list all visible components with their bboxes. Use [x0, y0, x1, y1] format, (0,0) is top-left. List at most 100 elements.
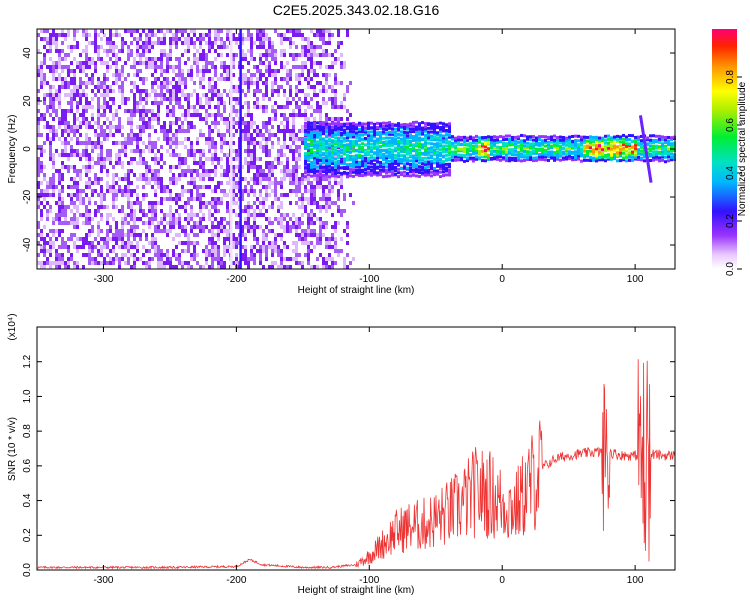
spectrogram-cell: [94, 129, 97, 133]
spectrogram-cell: [61, 41, 64, 45]
spectrogram-cell: [73, 57, 76, 61]
spectrogram-cell: [37, 49, 40, 53]
spectrogram-cell: [208, 213, 211, 217]
spectrogram-cell: [118, 33, 121, 37]
spectrogram-signal-cell: [628, 155, 631, 159]
spectrogram-signal-cell: [355, 140, 358, 144]
spectrogram-cell: [79, 65, 82, 69]
spectrogram-cell: [289, 225, 292, 229]
spectrogram-cell: [202, 57, 205, 61]
spectrogram-cell: [304, 197, 307, 201]
spectrogram-cell: [184, 225, 187, 229]
spectrogram-cell: [190, 149, 193, 153]
spectrogram-cell: [43, 57, 46, 61]
spectrogram-cell: [43, 125, 46, 129]
spectrogram-signal-cell: [421, 162, 424, 166]
spectrogram-signal-cell: [577, 154, 580, 158]
spectrogram-cell: [268, 169, 271, 173]
spectrogram-cell: [145, 221, 148, 225]
spectrogram-signal-cell: [406, 136, 409, 140]
spectrogram-signal-cell: [328, 168, 331, 172]
spectrogram-cell: [43, 117, 46, 121]
spectrogram-cell: [268, 181, 271, 185]
spectrogram-cell: [211, 245, 214, 249]
spectrogram-cell: [187, 261, 190, 265]
spectrogram-cell: [280, 261, 283, 265]
spectrogram-signal-cell: [445, 144, 448, 148]
spectrogram-cell: [289, 113, 292, 117]
spectrogram-cell: [307, 81, 310, 85]
spectrogram-cell: [343, 197, 346, 201]
spectrogram-cell: [76, 101, 79, 105]
spectrogram-cell: [139, 257, 142, 261]
spectrogram-signal-cell: [463, 138, 466, 142]
spectrogram-cell: [235, 85, 238, 89]
spectrogram-signal-cell: [373, 162, 376, 166]
spectrogram-signal-cell: [367, 153, 370, 157]
spectrogram-cell: [163, 49, 166, 53]
spectrogram-cell: [244, 225, 247, 229]
spectrogram-signal-cell: [541, 147, 544, 151]
spectrogram-signal-cell: [445, 173, 448, 177]
spectrogram-signal-cell: [430, 164, 433, 168]
spectrogram-cell: [136, 193, 139, 197]
spectrogram-signal-cell: [649, 144, 652, 148]
spectrogram-signal-cell: [427, 153, 430, 157]
spectrogram-cell: [94, 69, 97, 73]
spectrogram-cell: [292, 65, 295, 69]
spectrogram-cell: [73, 93, 76, 97]
spectrogram-signal-cell: [661, 135, 664, 139]
spectrogram-signal-cell: [568, 144, 571, 148]
spectrogram-cell: [64, 149, 67, 153]
spectrogram-cell: [193, 29, 196, 33]
spectrogram-cell: [265, 177, 268, 181]
spectrogram-cell: [100, 169, 103, 173]
spectrogram-cell: [64, 165, 67, 169]
spectrogram-cell: [109, 257, 112, 261]
spectrogram-signal-cell: [331, 162, 334, 166]
spectrogram-cell: [190, 37, 193, 41]
spectrogram-signal-cell: [631, 150, 634, 154]
spectrogram-signal-cell: [307, 122, 310, 126]
spectrogram-cell: [46, 209, 49, 213]
spectrogram-cell: [313, 245, 316, 249]
spectrogram-cell: [130, 53, 133, 57]
spectrogram-cell: [85, 97, 88, 101]
spectrogram-cell: [94, 49, 97, 53]
spectrogram-cell: [253, 57, 256, 61]
spectrogram-cell: [268, 265, 271, 269]
spectrogram-signal-cell: [460, 153, 463, 157]
spectrogram-image: [37, 29, 676, 269]
spectrogram-cell: [64, 129, 67, 133]
spectrogram-signal-cell: [535, 141, 538, 145]
spectrogram-signal-cell: [601, 155, 604, 159]
spectrogram-cell: [307, 241, 310, 245]
spectrogram-cell: [247, 229, 250, 233]
spectrogram-signal-cell: [601, 158, 604, 162]
spectrogram-cell: [301, 61, 304, 65]
spectrogram-cell: [247, 105, 250, 109]
spectrogram-cell: [178, 193, 181, 197]
spectrogram-cell: [253, 81, 256, 85]
spectrogram-cell: [124, 149, 127, 153]
spectrogram-cell: [226, 233, 229, 237]
spectrogram-cell: [55, 33, 58, 37]
spectrogram-cell: [196, 169, 199, 173]
spectrogram-cell: [280, 121, 283, 125]
spectrogram-cell: [334, 237, 337, 241]
spectrogram-cell: [133, 149, 136, 153]
spectrogram-signal-cell: [340, 160, 343, 164]
spectrogram-signal-cell: [445, 129, 448, 133]
spectrogram-cell: [106, 61, 109, 65]
spectrogram-cell: [100, 177, 103, 181]
spectrogram-cell: [304, 233, 307, 237]
spectrogram-cell: [109, 41, 112, 45]
spectrogram-signal-cell: [340, 166, 343, 170]
spectrogram-cell: [169, 137, 172, 141]
spectrogram-cell: [58, 57, 61, 61]
spectrogram-cell: [211, 237, 214, 241]
spectrogram-signal-cell: [436, 159, 439, 163]
spectrogram-signal-cell: [469, 135, 472, 139]
spectrogram-signal-cell: [544, 140, 547, 144]
spectrogram-cell: [220, 65, 223, 69]
